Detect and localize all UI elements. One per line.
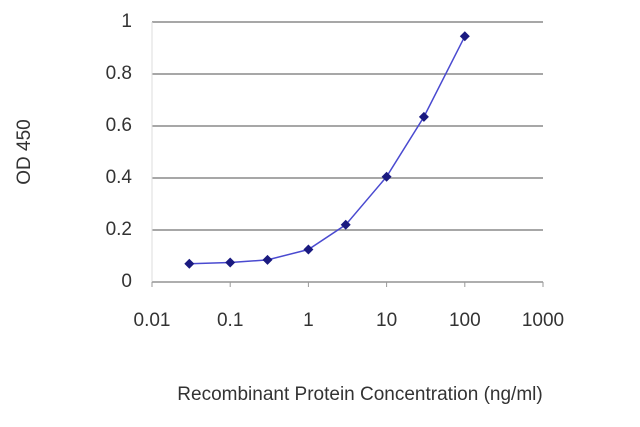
data-point — [225, 257, 236, 268]
y-tick-label: 0.6 — [106, 115, 132, 136]
y-tick-label: 0.2 — [106, 219, 132, 240]
y-tick-label: 0.8 — [106, 63, 132, 84]
x-axis-label: Recombinant Protein Concentration (ng/ml… — [177, 384, 542, 405]
y-tick-label: 0.4 — [106, 167, 133, 188]
data-point — [459, 31, 470, 42]
x-tick-label: 0.1 — [217, 310, 243, 331]
x-tick-label: 10 — [376, 310, 397, 331]
y-tick-label: 0 — [121, 271, 132, 292]
data-point — [418, 111, 429, 122]
y-axis-label: OD 450 — [14, 119, 35, 184]
x-tick-label: 0.01 — [134, 310, 171, 331]
data-point — [381, 171, 392, 182]
data-point — [303, 244, 314, 255]
x-tick-label: 1000 — [522, 310, 564, 331]
y-tick-label: 1 — [121, 11, 132, 32]
data-point — [340, 219, 351, 230]
data-point — [184, 258, 195, 269]
series-line — [189, 35, 466, 265]
data-point — [262, 254, 273, 265]
x-tick-label: 100 — [449, 310, 481, 331]
x-tick-label: 1 — [303, 310, 314, 331]
